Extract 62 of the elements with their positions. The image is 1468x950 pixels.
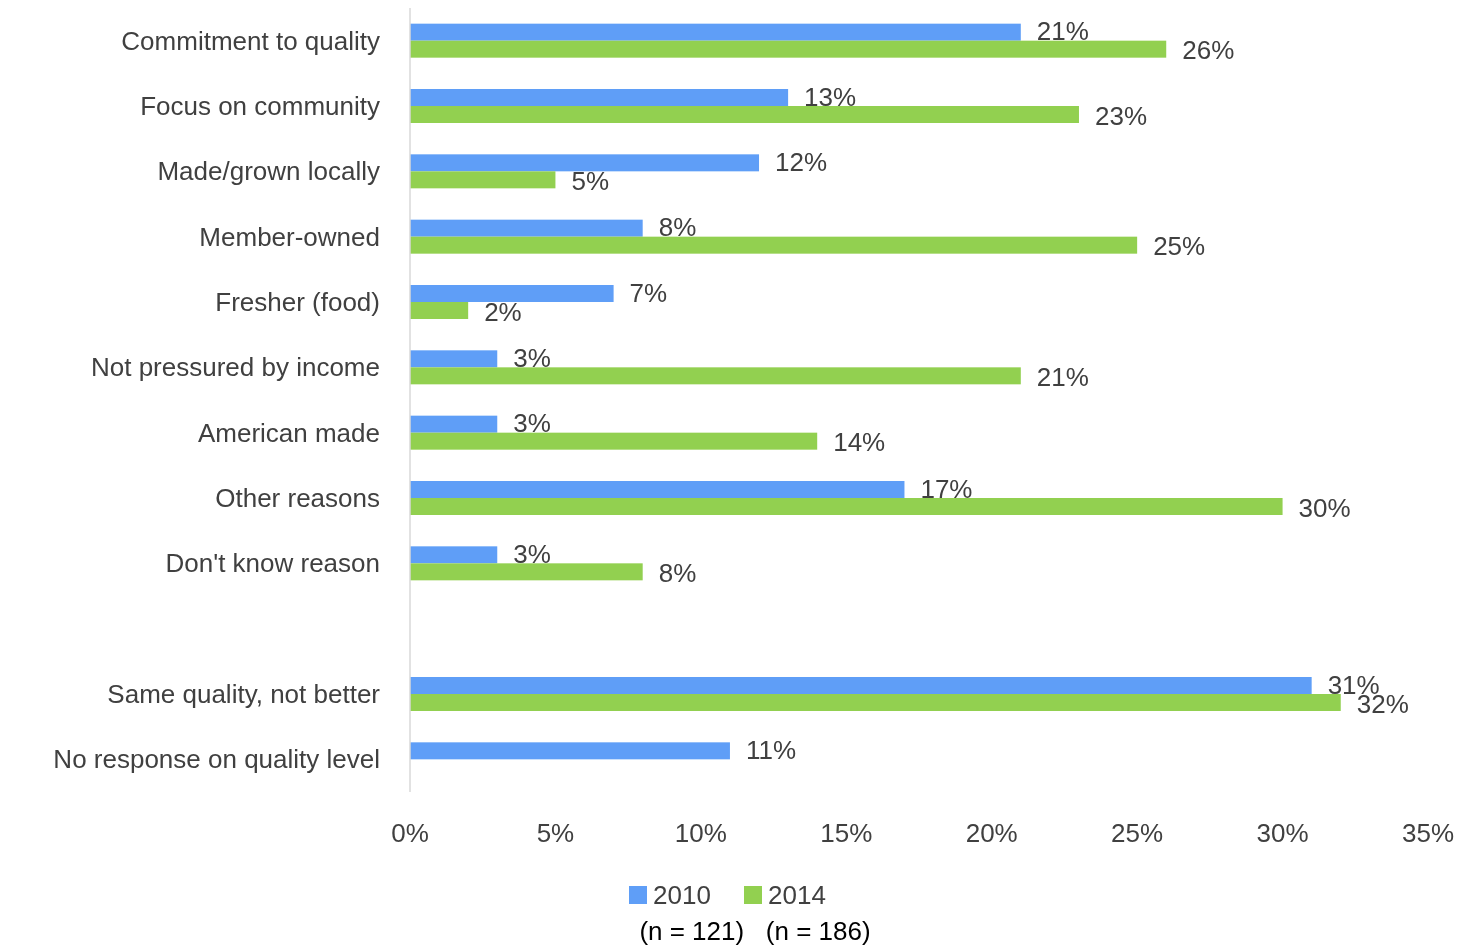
data-label: 7% [629,277,668,308]
bar [410,415,498,433]
y-tick-label: Member-owned [199,221,380,252]
bar [410,40,1167,58]
data-label: 21% [1036,16,1089,47]
bar [410,106,1079,123]
data-label: 12% [775,146,828,177]
data-label: 30% [1298,492,1351,523]
x-tick-label: 35% [1401,818,1455,848]
y-tick-label: Not pressured by income [90,352,380,383]
legend-label: 2014 [768,880,826,911]
bar [410,23,1021,41]
bar [410,677,1312,694]
x-tick-label: 20% [965,818,1018,848]
bar [410,350,498,368]
legend-label: 2010 [653,880,711,911]
y-tick-label: Focus on community [140,91,380,122]
data-label: 21% [1036,361,1089,392]
bar [410,89,789,106]
data-label: 23% [1094,100,1148,131]
data-label: 3% [513,342,551,373]
data-label: 11% [745,734,797,765]
bar [410,171,556,189]
y-tick-label: Made/grown locally [157,156,380,187]
data-label: 13% [804,81,857,112]
data-label: 8% [658,212,697,243]
bar [410,302,469,319]
x-tick-label: 25% [1111,818,1164,848]
y-tick-label: No response on quality level [53,744,380,775]
x-tick-label: 30% [1256,818,1309,848]
bar [410,285,614,302]
x-tick-label: 10% [674,818,727,848]
x-tick-label: 5% [536,818,575,848]
x-tick-label: 0% [391,818,429,848]
bar [410,742,730,760]
data-label: 3% [513,408,551,439]
bar [410,498,1283,515]
data-label: 8% [658,557,697,588]
y-tick-label: Other reasons [215,483,380,514]
bar [410,236,1138,254]
data-label: 2% [484,296,522,327]
bar [410,432,818,450]
y-tick-label: Fresher (food) [215,287,380,318]
x-tick-label: 15% [820,818,873,848]
y-tick-label: Same quality, not better [107,679,381,710]
bar [410,367,1021,385]
bar [410,546,498,564]
text: (n = 121) (n = 186) [639,916,871,946]
bar [410,481,905,498]
data-label: 14% [833,427,886,458]
y-tick-label: Commitment to quality [121,25,380,56]
bar [410,154,760,172]
data-label: 5% [571,165,610,196]
data-label: 17% [920,473,973,504]
y-tick-label: American made [197,417,380,448]
y-tick-label: Don't know reason [165,548,380,579]
data-label: 25% [1153,231,1206,262]
bar [410,563,643,581]
data-label: 3% [513,538,551,569]
bar [410,219,643,237]
bar [410,694,1341,711]
data-label: 26% [1182,35,1235,66]
